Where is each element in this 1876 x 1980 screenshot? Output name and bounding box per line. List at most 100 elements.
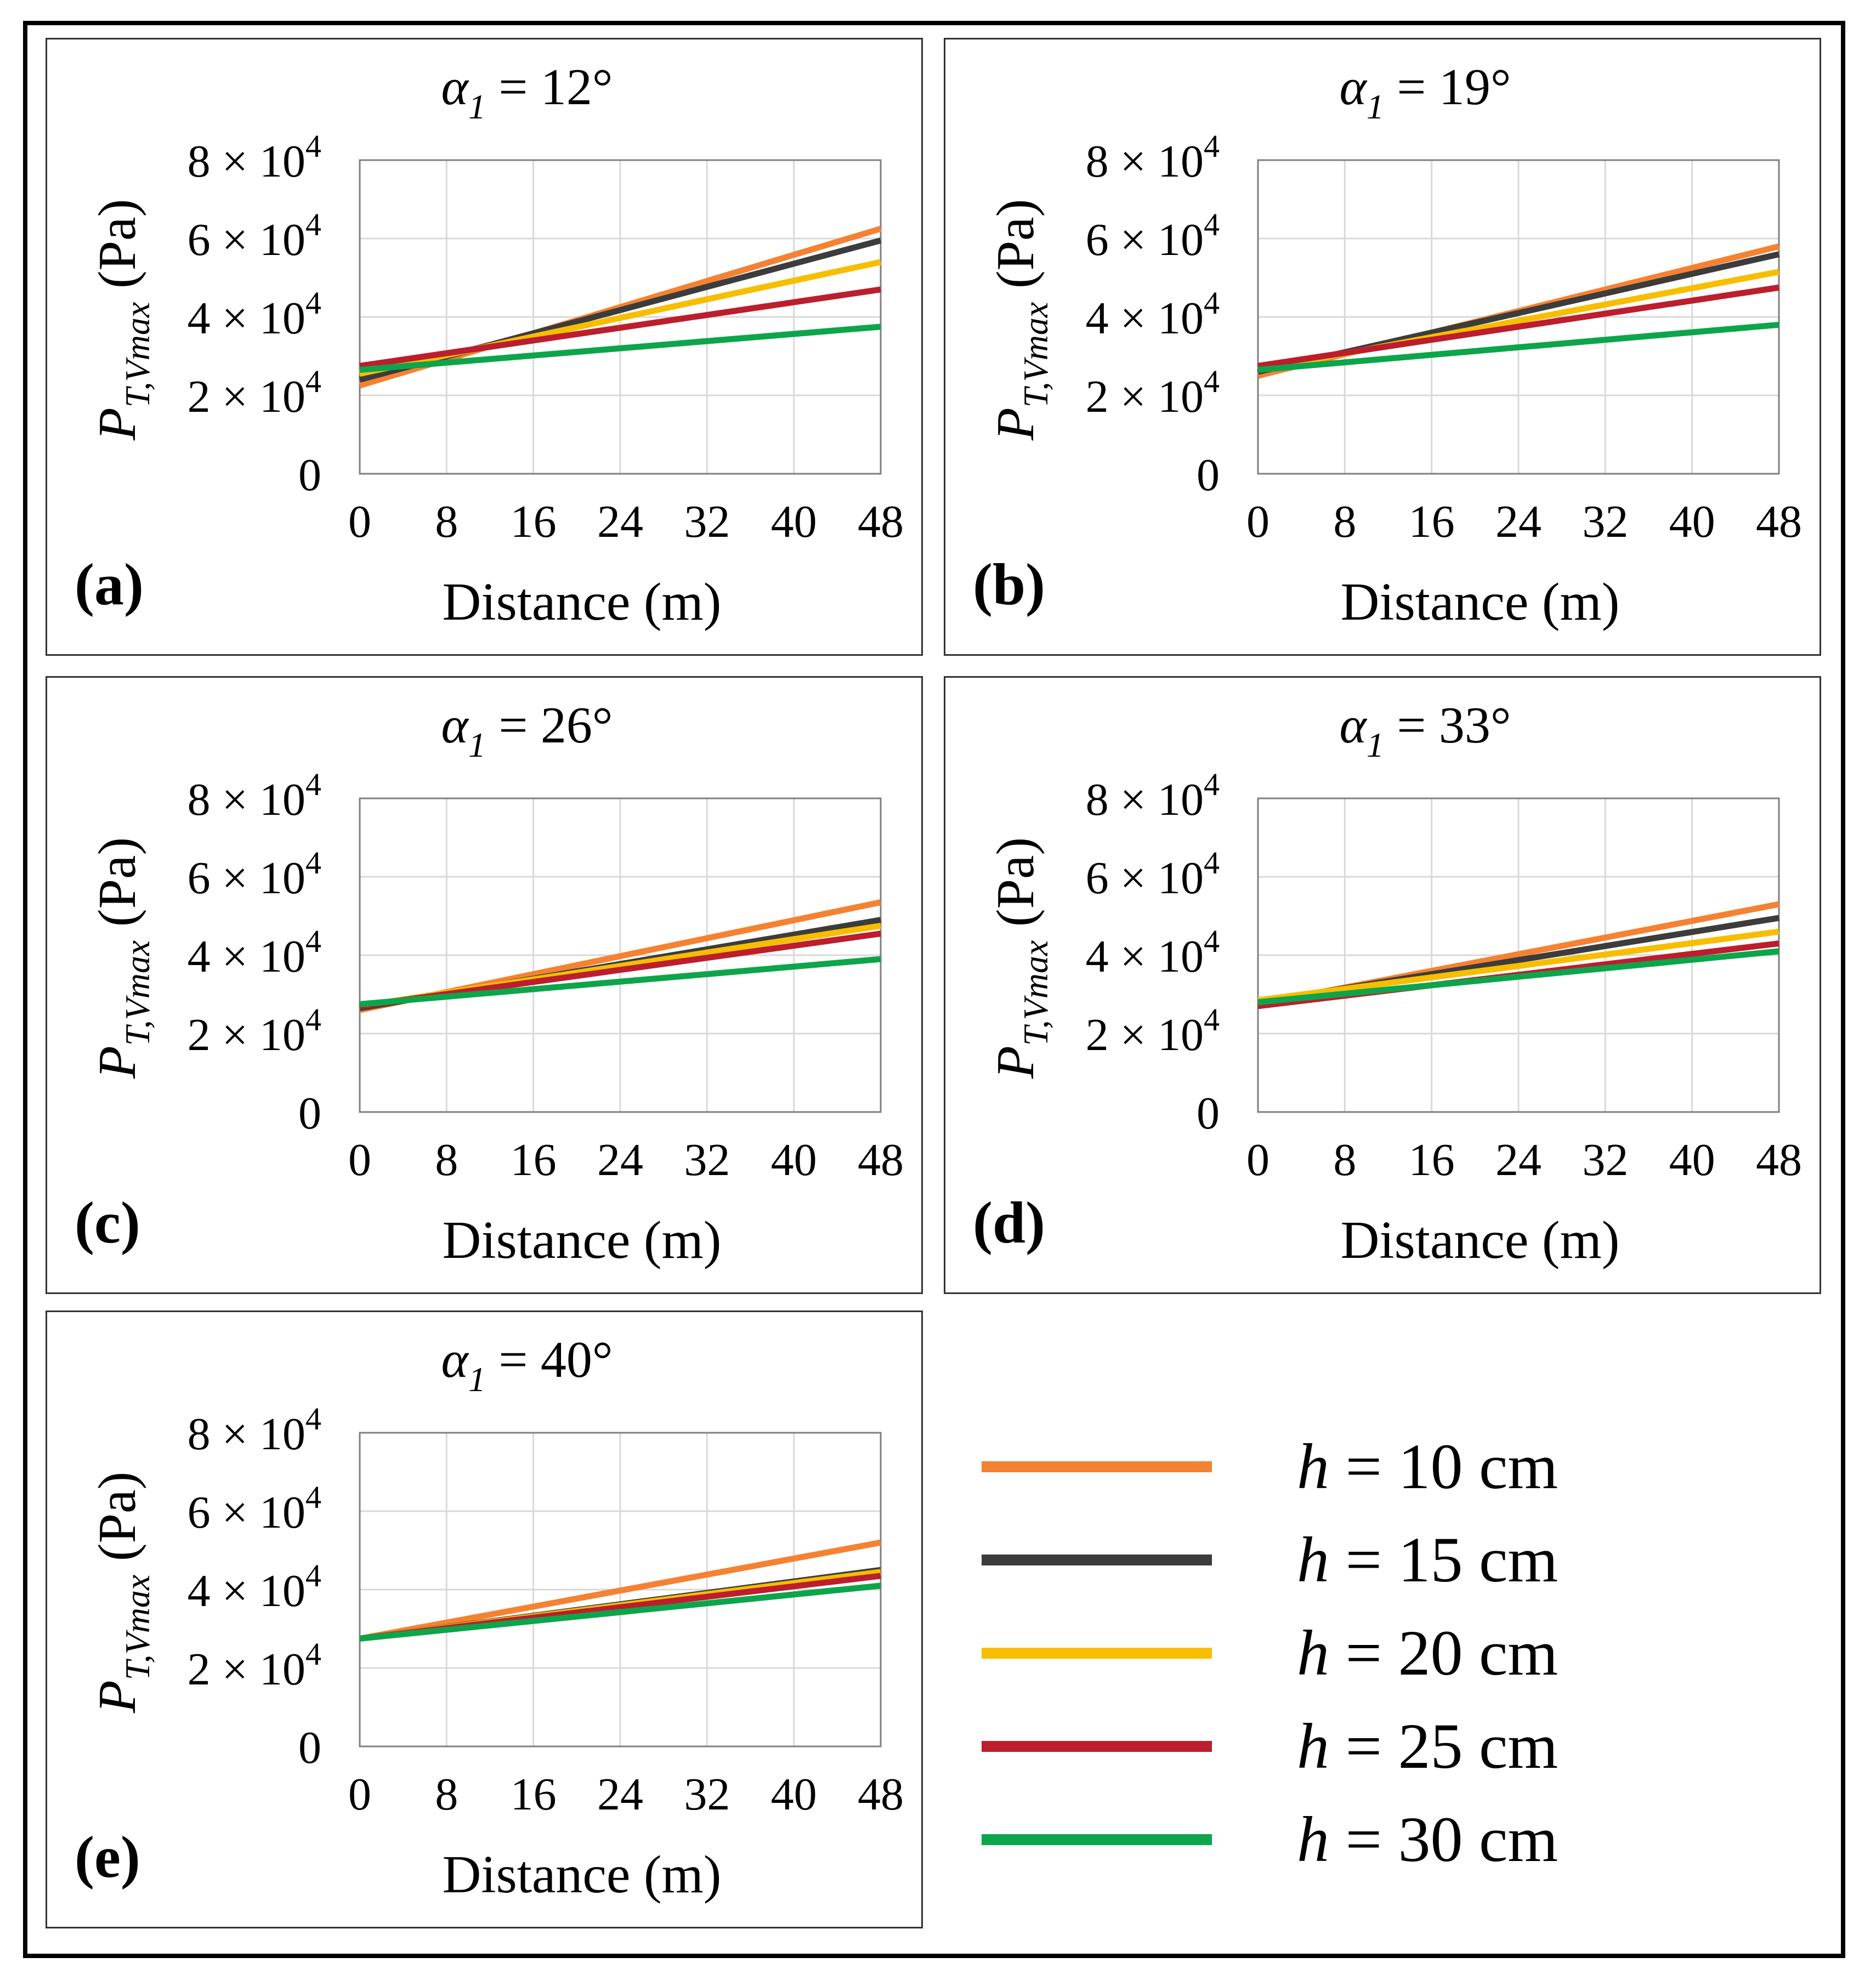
chart-panel-e: 0 8 16 24 32 40 48 0 2 × 104 4 × 104 6 × 104 8 × 10…	[46, 1310, 923, 1928]
y-tick-label: 0	[298, 1722, 321, 1773]
x-tick-label: 16	[1409, 496, 1455, 547]
x-tick-label: 32	[684, 496, 730, 547]
series-line-h20	[1257, 928, 1779, 1003]
legend-item: h = 15 cm	[982, 1524, 1694, 1596]
series-line-h30	[1257, 948, 1779, 1006]
x-tick-label: 0	[1246, 1134, 1269, 1185]
plot-area	[359, 159, 882, 475]
chart-title: α1 = 33°	[1340, 697, 1511, 764]
chart-panel-a: 0 8 16 24 32 40 48 0 2 × 104 4 × 104 6 × 104 8 × 10…	[46, 38, 923, 656]
y-axis-label: PT,Vmax (Pa)	[986, 199, 1055, 441]
x-tick-label: 48	[858, 496, 904, 547]
series-line-h30	[1257, 321, 1779, 373]
series-line-h30	[359, 1582, 881, 1642]
y-tick-label: 0	[298, 1088, 321, 1139]
x-tick-label: 32	[684, 1769, 730, 1820]
legend-label: h = 25 cm	[1297, 1710, 1558, 1782]
legend-swatch	[982, 1648, 1212, 1659]
x-tick-label: 16	[511, 1134, 557, 1185]
x-axis-label: Distance (m)	[1341, 572, 1620, 632]
legend-label: h = 15 cm	[1297, 1524, 1558, 1596]
x-tick-label: 48	[858, 1134, 904, 1185]
y-tick-label: 2 × 104	[188, 1636, 321, 1695]
legend-label: h = 20 cm	[1297, 1617, 1558, 1689]
x-tick-label: 0	[348, 496, 371, 547]
legend-swatch	[982, 1834, 1212, 1845]
y-tick-label: 8 × 104	[1086, 128, 1220, 187]
y-tick-label: 6 × 104	[1086, 845, 1220, 904]
y-tick-label: 4 × 104	[1086, 285, 1220, 344]
y-tick-label: 4 × 104	[1086, 923, 1220, 982]
y-tick-label: 2 × 104	[188, 1002, 321, 1060]
panel-label: (d)	[973, 1190, 1045, 1256]
x-tick-label: 0	[348, 1769, 371, 1820]
y-tick-label: 6 × 104	[188, 845, 321, 904]
x-tick-label: 8	[435, 1134, 458, 1185]
x-tick-label: 48	[858, 1769, 904, 1820]
x-tick-label: 0	[1246, 496, 1269, 547]
x-tick-label: 48	[1756, 1134, 1802, 1185]
legend-swatch	[982, 1555, 1212, 1565]
chart-svg: 0 8 16 24 32 40 48 0 2 × 104 4 × 104 6 × 104 8 × 10…	[75, 697, 904, 1270]
x-tick-label: 24	[597, 1769, 643, 1820]
chart-svg: 0 8 16 24 32 40 48 0 2 × 104 4 × 104 6 × 104 8 × 10…	[973, 59, 1802, 632]
x-tick-label: 40	[1669, 496, 1715, 547]
panel-label: (e)	[75, 1825, 140, 1890]
y-tick-label: 4 × 104	[188, 285, 321, 344]
y-tick-label: 6 × 104	[188, 207, 321, 265]
y-tick-label: 4 × 104	[188, 1558, 321, 1616]
plot-area	[359, 1432, 882, 1748]
y-axis-label: PT,Vmax (Pa)	[986, 837, 1055, 1079]
panel-label: (a)	[75, 552, 144, 617]
y-tick-label: 4 × 104	[188, 923, 321, 982]
plot-area	[1257, 797, 1780, 1113]
y-tick-label: 2 × 104	[1086, 1002, 1220, 1060]
x-axis-label: Distance (m)	[1341, 1211, 1620, 1270]
chart-panel-c: 0 8 16 24 32 40 48 0 2 × 104 4 × 104 6 × 104 8 × 10…	[46, 676, 923, 1294]
x-tick-label: 0	[348, 1134, 371, 1185]
chart-svg: 0 8 16 24 32 40 48 0 2 × 104 4 × 104 6 × 104 8 × 10…	[75, 59, 904, 632]
x-axis-label: Distance (m)	[443, 572, 722, 632]
legend-item: h = 25 cm	[982, 1711, 1694, 1782]
x-tick-label: 24	[597, 496, 643, 547]
legend: h = 10 cm h = 15 cm h = 20 cm h = 25 cm …	[982, 1431, 1694, 1886]
x-tick-label: 8	[1333, 1134, 1356, 1185]
panel-label: (c)	[75, 1190, 140, 1256]
x-tick-label: 16	[1409, 1134, 1455, 1185]
y-tick-label: 2 × 104	[1086, 364, 1220, 422]
y-tick-label: 0	[298, 450, 321, 501]
x-tick-label: 24	[597, 1134, 643, 1185]
x-tick-label: 16	[511, 496, 557, 547]
y-tick-label: 8 × 104	[188, 1401, 321, 1460]
series-line-h10	[359, 1539, 881, 1642]
legend-label: h = 10 cm	[1297, 1431, 1558, 1502]
x-tick-label: 8	[435, 1769, 458, 1820]
y-axis-label: PT,Vmax (Pa)	[88, 199, 157, 441]
y-tick-label: 0	[1197, 1088, 1220, 1139]
legend-item: h = 20 cm	[982, 1618, 1694, 1689]
y-tick-label: 6 × 104	[1086, 207, 1220, 265]
x-tick-label: 8	[435, 496, 458, 547]
chart-panel-d: 0 8 16 24 32 40 48 0 2 × 104 4 × 104 6 × 104 8 × 10…	[944, 676, 1821, 1294]
chart-svg: 0 8 16 24 32 40 48 0 2 × 104 4 × 104 6 × 104 8 × 10…	[973, 697, 1802, 1270]
chart-title: α1 = 26°	[441, 697, 613, 764]
x-axis-label: Distance (m)	[443, 1211, 722, 1270]
y-tick-label: 8 × 104	[188, 767, 321, 825]
y-axis-label: PT,Vmax (Pa)	[88, 837, 157, 1079]
y-tick-label: 6 × 104	[188, 1479, 321, 1538]
x-tick-label: 32	[684, 1134, 730, 1185]
series-line-h25	[359, 286, 881, 369]
x-tick-label: 48	[1756, 496, 1802, 547]
x-axis-label: Distance (m)	[443, 1845, 722, 1904]
chart-title: α1 = 12°	[441, 59, 613, 126]
series-line-h30	[359, 324, 881, 373]
legend-swatch	[982, 1741, 1212, 1752]
y-tick-label: 8 × 104	[1086, 767, 1220, 825]
x-tick-label: 32	[1582, 1134, 1628, 1185]
legend-item: h = 30 cm	[982, 1804, 1694, 1875]
y-tick-label: 0	[1197, 450, 1220, 501]
plot-area	[359, 797, 882, 1113]
panel-label: (b)	[973, 552, 1045, 617]
x-tick-label: 8	[1333, 496, 1356, 547]
chart-panel-b: 0 8 16 24 32 40 48 0 2 × 104 4 × 104 6 × 104 8 × 10…	[944, 38, 1821, 656]
